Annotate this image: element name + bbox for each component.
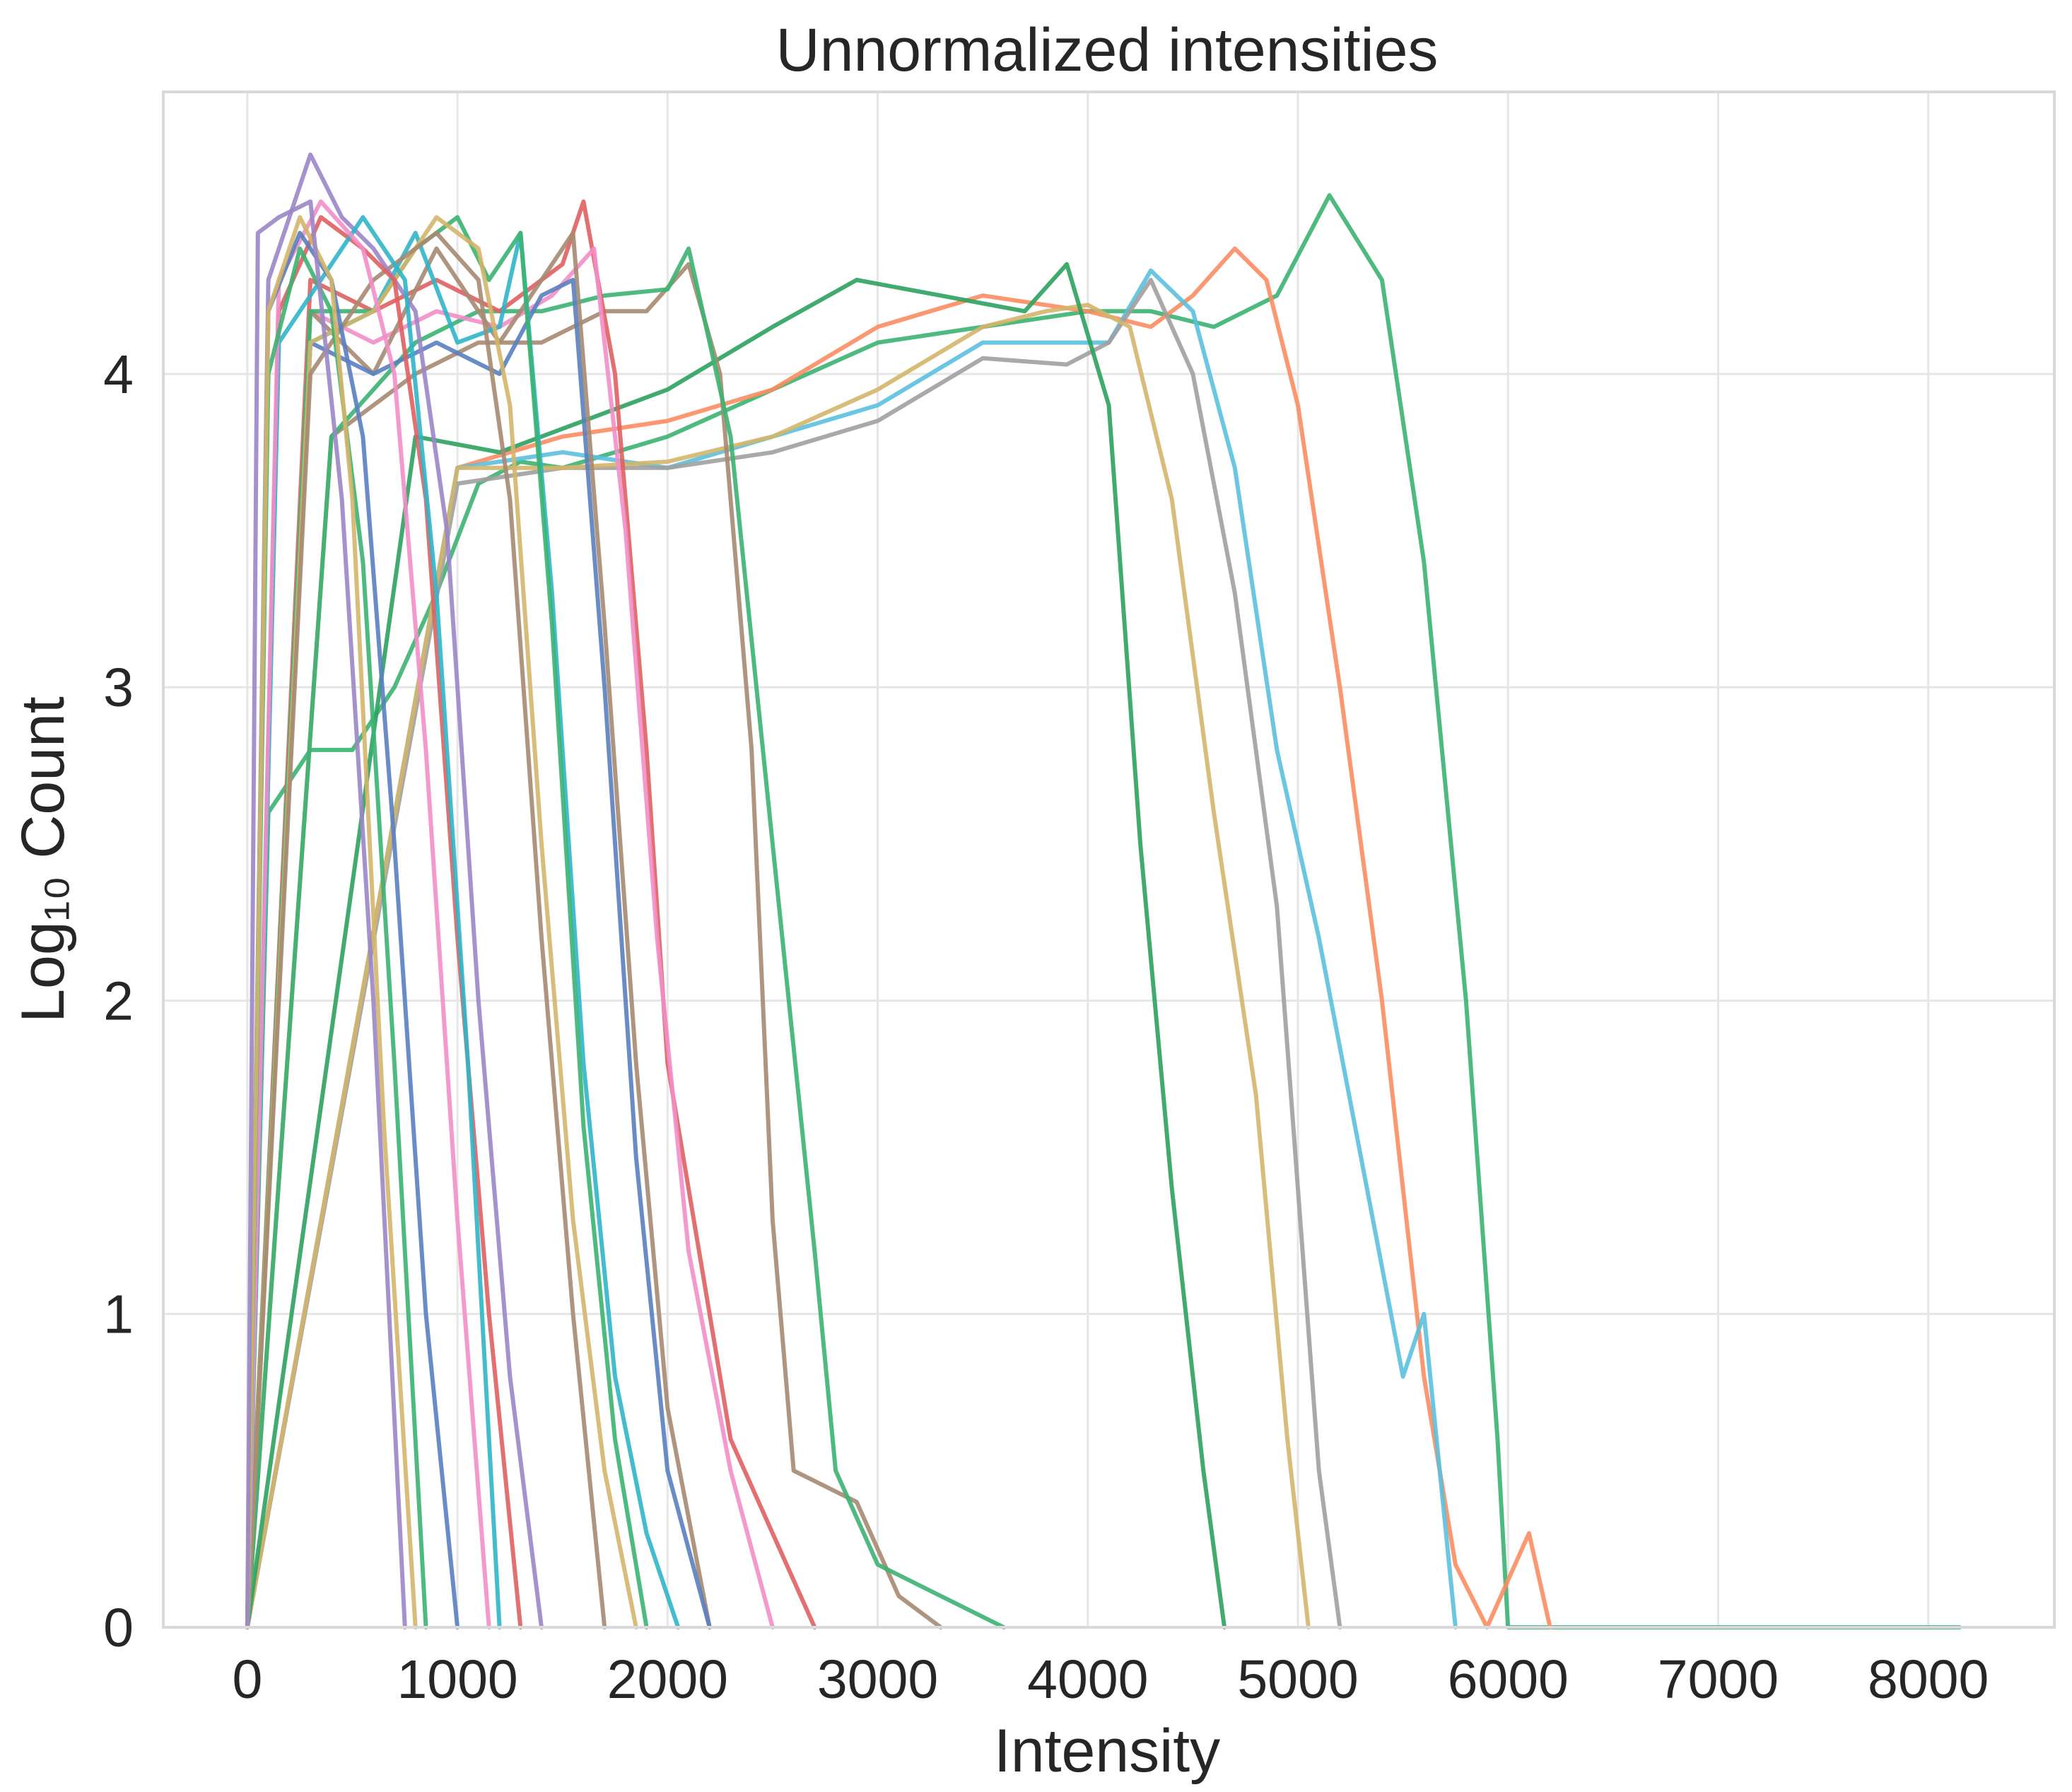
- series-line-10: [245, 246, 775, 1629]
- x-tick-label: 6000: [1448, 1649, 1569, 1710]
- y-tick-label: 3: [103, 657, 134, 718]
- series-layer: [245, 152, 1962, 1629]
- x-tick-labels: 0 1000 2000 3000 4000 5000 6000 7000 8000: [232, 1649, 1989, 1710]
- x-tick-label: 8000: [1868, 1649, 1989, 1710]
- series-line-8: [245, 246, 1006, 1629]
- series-line-1: [245, 193, 1962, 1629]
- series-line-16: [245, 230, 607, 1629]
- series-line-6: [245, 262, 1227, 1629]
- x-tick-label: 0: [232, 1649, 262, 1710]
- x-tick-label: 7000: [1658, 1649, 1779, 1710]
- y-tick-label: 4: [103, 344, 134, 405]
- chart-title: Unnormalized intensities: [776, 16, 1439, 84]
- x-axis-title: Intensity: [994, 1717, 1220, 1785]
- x-tick-label: 5000: [1237, 1649, 1358, 1710]
- series-line-11: [245, 230, 712, 1629]
- series-line-24: [245, 199, 407, 1629]
- series-line-12: [245, 278, 712, 1629]
- y-tick-label: 2: [103, 971, 134, 1031]
- y-tick-labels: 0 1 2 3 4: [103, 344, 134, 1658]
- series-line-19: [245, 215, 502, 1629]
- series-line-4: [245, 278, 1342, 1629]
- series-line-23: [245, 215, 418, 1629]
- grid-layer: [163, 92, 2054, 1629]
- series-line-2: [245, 246, 1552, 1629]
- series-line-7: [245, 262, 943, 1629]
- x-tick-label: 3000: [817, 1649, 938, 1710]
- x-tick-label: 1000: [397, 1649, 517, 1710]
- plot-frame: [162, 90, 2056, 1629]
- x-tick-label: 2000: [607, 1649, 728, 1710]
- series-line-3: [245, 268, 1458, 1629]
- y-tick-label: 0: [103, 1598, 134, 1658]
- y-axis-title: Log₁₀ Count: [9, 696, 77, 1023]
- x-tick-label: 4000: [1027, 1649, 1148, 1710]
- series-line-5: [245, 303, 1311, 1629]
- y-tick-label: 1: [103, 1284, 134, 1345]
